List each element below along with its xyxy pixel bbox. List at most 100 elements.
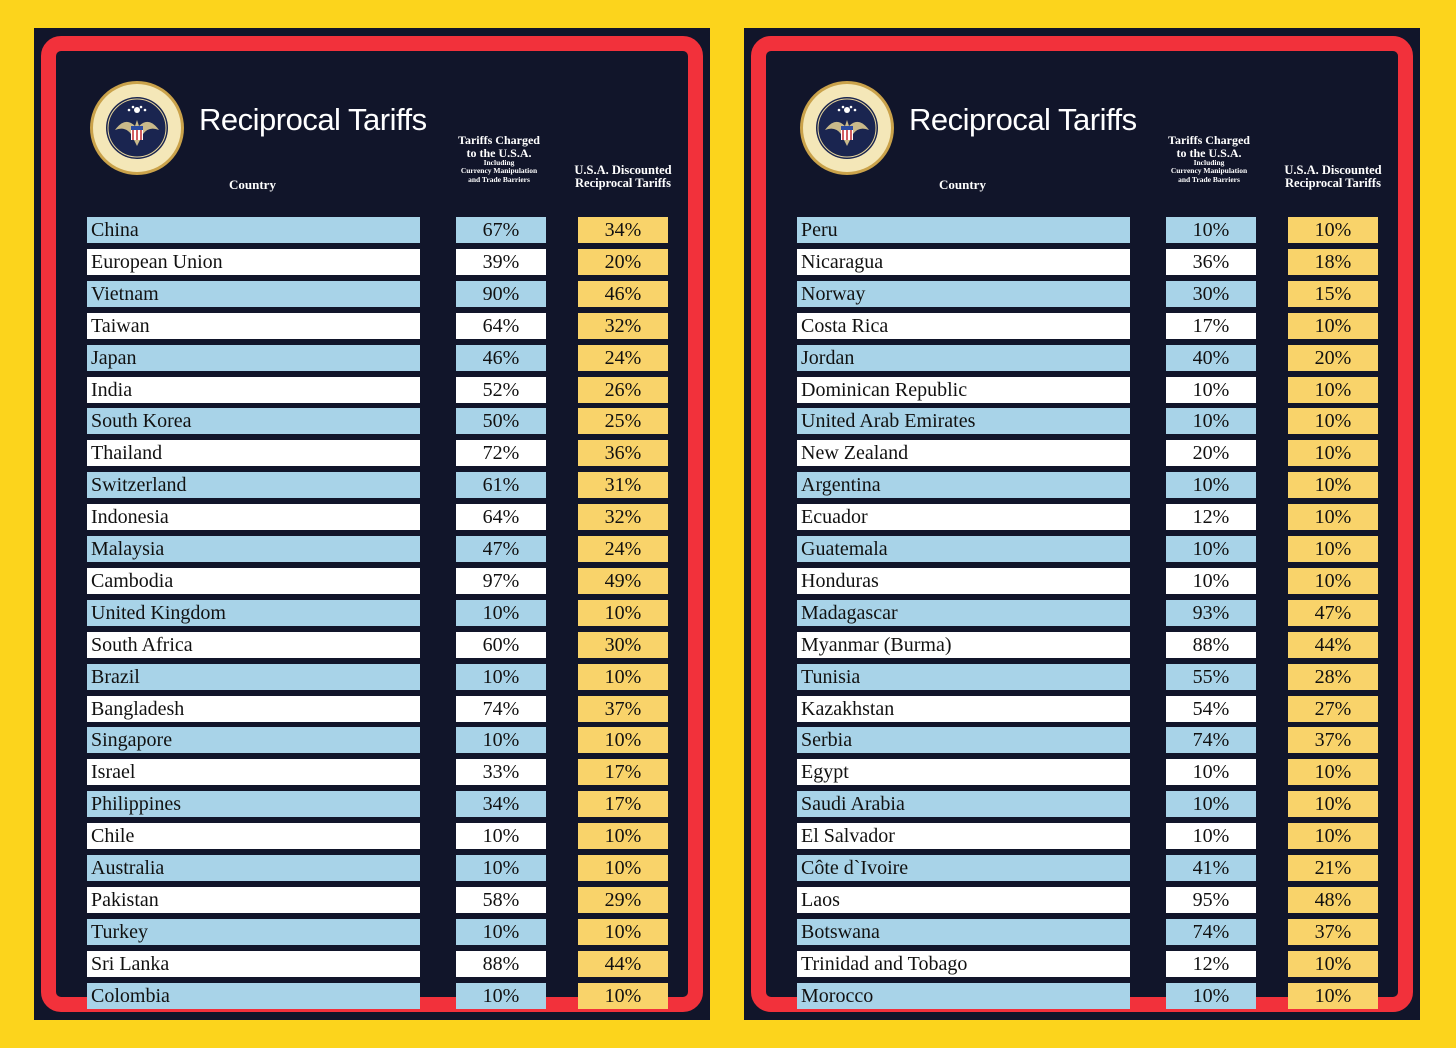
- table-row: Switzerland 61% 31%: [71, 472, 687, 499]
- header-discount-line2: Reciprocal Tariffs: [575, 176, 671, 191]
- table-row: Chile 10% 10%: [71, 823, 687, 850]
- tariff-charged-cell: 10%: [1166, 759, 1256, 786]
- header-discounted: U.S.A. Discounted Reciprocal Tariffs: [565, 163, 681, 191]
- tariff-charged-cell: 39%: [456, 248, 546, 275]
- table-row: Egypt 10% 10%: [781, 759, 1397, 786]
- red-frame: Reciprocal Tariffs Country Tariffs Charg…: [41, 36, 703, 1012]
- table-row: South Korea 50% 25%: [71, 408, 687, 435]
- tariff-charged-cell: 10%: [1166, 536, 1256, 562]
- table-row: Trinidad and Tobago 12% 10%: [781, 950, 1397, 977]
- discounted-tariff-cell: 10%: [1288, 504, 1378, 531]
- tariff-charged-cell: 41%: [1166, 855, 1256, 881]
- country-cell: Peru: [797, 217, 1130, 243]
- table-row: Turkey 10% 10%: [71, 918, 687, 945]
- table-row: India 52% 26%: [71, 376, 687, 403]
- tariff-charged-cell: 93%: [1166, 599, 1256, 626]
- header-charged-sub3: and Trade Barriers: [468, 174, 530, 184]
- discounted-tariff-cell: 10%: [578, 663, 668, 690]
- panel-content: Reciprocal Tariffs Country Tariffs Charg…: [71, 66, 687, 1009]
- discounted-tariff-cell: 27%: [1288, 695, 1378, 722]
- country-cell: Chile: [87, 823, 420, 850]
- country-cell: Trinidad and Tobago: [797, 950, 1130, 977]
- tariff-charged-cell: 74%: [1166, 918, 1256, 945]
- discounted-tariff-cell: 10%: [1288, 440, 1378, 467]
- tariff-charged-cell: 58%: [456, 886, 546, 913]
- country-cell: Ecuador: [797, 504, 1130, 531]
- discounted-tariff-cell: 32%: [578, 312, 668, 339]
- country-cell: South Korea: [87, 408, 420, 435]
- red-frame: Reciprocal Tariffs Country Tariffs Charg…: [751, 36, 1413, 1012]
- table-row: Israel 33% 17%: [71, 759, 687, 786]
- table-row: European Union 39% 20%: [71, 248, 687, 275]
- header-charged-line2: to the U.S.A.: [1176, 145, 1242, 160]
- discounted-tariff-cell: 10%: [1288, 376, 1378, 403]
- discounted-tariff-cell: 24%: [578, 344, 668, 371]
- country-cell: United Arab Emirates: [797, 408, 1130, 435]
- country-cell: Madagascar: [797, 599, 1130, 626]
- country-cell: Botswana: [797, 918, 1130, 945]
- country-cell: Côte d`Ivoire: [797, 855, 1130, 881]
- discounted-tariff-cell: 26%: [578, 376, 668, 403]
- country-cell: Philippines: [87, 791, 420, 818]
- country-cell: Malaysia: [87, 536, 420, 562]
- tariff-panel-left: Reciprocal Tariffs Country Tariffs Charg…: [34, 28, 710, 1020]
- table-row: Guatemala 10% 10%: [781, 536, 1397, 562]
- tariff-charged-cell: 10%: [1166, 217, 1256, 243]
- discounted-tariff-cell: 10%: [1288, 982, 1378, 1009]
- header-charged-line2: to the U.S.A.: [466, 145, 532, 160]
- header-charged-sub2: Currency Manipulation: [460, 166, 538, 176]
- country-cell: Israel: [87, 759, 420, 786]
- tariff-charged-cell: 10%: [1166, 791, 1256, 818]
- country-cell: Brazil: [87, 663, 420, 690]
- country-cell: South Africa: [87, 631, 420, 658]
- tariff-charged-cell: 10%: [1166, 472, 1256, 499]
- table-row: United Arab Emirates 10% 10%: [781, 408, 1397, 435]
- discounted-tariff-cell: 48%: [1288, 886, 1378, 913]
- tariff-charged-cell: 72%: [456, 440, 546, 467]
- header-country: Country: [939, 177, 986, 192]
- header-charged-line1: Tariffs Charged: [1168, 133, 1250, 147]
- table-row: South Africa 60% 30%: [71, 631, 687, 658]
- discounted-tariff-cell: 44%: [1288, 631, 1378, 658]
- discounted-tariff-cell: 10%: [1288, 217, 1378, 243]
- tariff-charged-cell: 74%: [1166, 727, 1256, 754]
- header-tariffs-charged: Tariffs Charged to the U.S.A. Including …: [449, 134, 549, 184]
- country-cell: Saudi Arabia: [797, 791, 1130, 818]
- table-row: Myanmar (Burma) 88% 44%: [781, 631, 1397, 658]
- table-row: Thailand 72% 36%: [71, 440, 687, 467]
- discounted-tariff-cell: 10%: [1288, 536, 1378, 562]
- country-cell: India: [87, 376, 420, 403]
- tariff-charged-cell: 55%: [1166, 663, 1256, 690]
- header-discount-line1: U.S.A. Discounted: [574, 163, 672, 177]
- country-cell: Honduras: [797, 567, 1130, 594]
- country-cell: Norway: [797, 280, 1130, 307]
- country-cell: Thailand: [87, 440, 420, 467]
- tariff-charged-cell: 10%: [456, 663, 546, 690]
- table-row: Laos 95% 48%: [781, 886, 1397, 913]
- tariff-charged-cell: 10%: [456, 918, 546, 945]
- tariff-charged-cell: 10%: [456, 823, 546, 850]
- discounted-tariff-cell: 37%: [1288, 918, 1378, 945]
- discounted-tariff-cell: 10%: [1288, 472, 1378, 499]
- country-cell: Turkey: [87, 918, 420, 945]
- table-row: Peru 10% 10%: [781, 217, 1397, 243]
- table-row: Malaysia 47% 24%: [71, 536, 687, 562]
- country-cell: Nicaragua: [797, 248, 1130, 275]
- table-row: Kazakhstan 54% 27%: [781, 695, 1397, 722]
- discounted-tariff-cell: 46%: [578, 280, 668, 307]
- header-charged-sub2: Currency Manipulation: [1170, 166, 1248, 176]
- discounted-tariff-cell: 20%: [578, 248, 668, 275]
- discounted-tariff-cell: 17%: [578, 759, 668, 786]
- discounted-tariff-cell: 10%: [578, 599, 668, 626]
- header-tariffs-charged: Tariffs Charged to the U.S.A. Including …: [1159, 134, 1259, 184]
- table-row: China 67% 34%: [71, 217, 687, 243]
- tariff-charged-cell: 97%: [456, 567, 546, 594]
- table-row: New Zealand 20% 10%: [781, 440, 1397, 467]
- discounted-tariff-cell: 36%: [578, 440, 668, 467]
- discounted-tariff-cell: 10%: [1288, 791, 1378, 818]
- tariff-charged-cell: 30%: [1166, 280, 1256, 307]
- table-row: Tunisia 55% 28%: [781, 663, 1397, 690]
- discounted-tariff-cell: 17%: [578, 791, 668, 818]
- table-row: Taiwan 64% 32%: [71, 312, 687, 339]
- presidential-seal-icon: [799, 80, 895, 176]
